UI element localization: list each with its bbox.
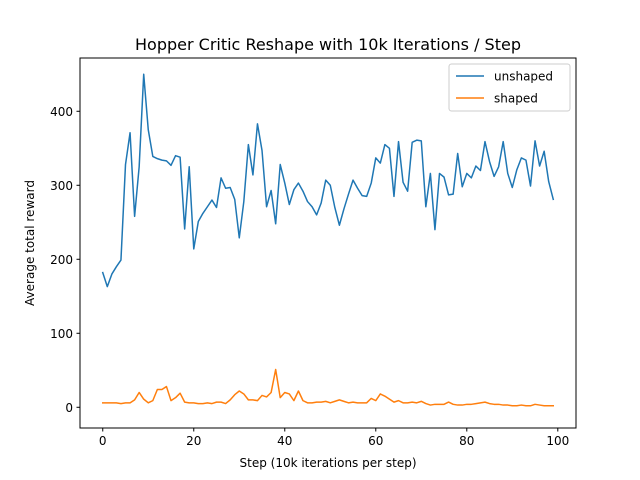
x-tick-label: 20	[186, 434, 201, 448]
x-tick-label: 80	[459, 434, 474, 448]
x-tick-label: 100	[546, 434, 569, 448]
legend: unshaped shaped	[448, 63, 571, 112]
x-tick-label: 40	[277, 434, 292, 448]
y-tick-label: 400	[50, 105, 73, 119]
series-line-shaped	[102, 368, 554, 407]
x-tick-label: 60	[368, 434, 383, 448]
chart-title: Hopper Critic Reshape with 10k Iteration…	[135, 35, 521, 54]
legend-label-shaped: shaped	[494, 92, 538, 106]
axis-ticks: 0 20 40 60 80 100 0 100 200 300 400	[50, 105, 569, 448]
series-line-unshaped	[101, 73, 555, 288]
y-tick-label: 300	[50, 179, 73, 193]
x-axis-label: Step (10k iterations per step)	[240, 456, 417, 470]
y-tick-label: 100	[50, 327, 73, 341]
plot-area	[101, 73, 555, 407]
y-tick-label: 200	[50, 253, 73, 267]
plot-frame	[79, 57, 577, 429]
y-axis-label: Average total reward	[23, 180, 37, 306]
y-tick-label: 0	[65, 401, 73, 415]
legend-label-unshaped: unshaped	[494, 70, 553, 84]
x-tick-label: 0	[99, 434, 107, 448]
